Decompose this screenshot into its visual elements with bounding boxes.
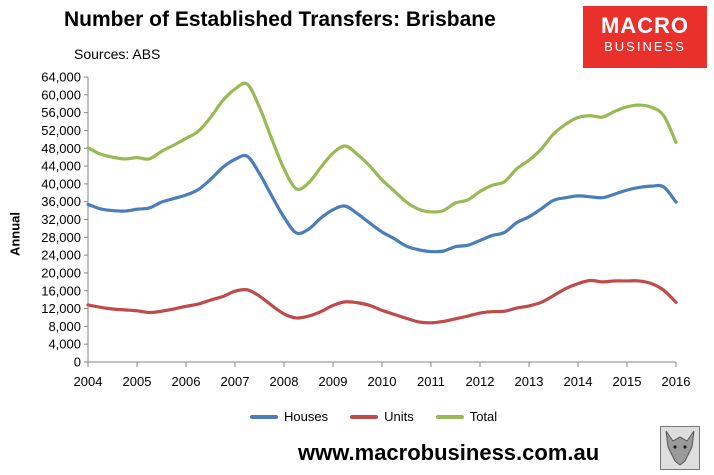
x-tick-label: 2013	[515, 374, 544, 389]
wolf-icon-graphic	[665, 430, 695, 466]
legend: Houses Units Total	[250, 409, 497, 424]
source-note: Sources: ABS	[74, 46, 161, 62]
legend-swatch-units	[350, 414, 379, 419]
series-line-units	[86, 278, 678, 325]
legend-label-total: Total	[469, 409, 498, 424]
wolf-logo-icon	[660, 426, 700, 470]
legend-swatch-total	[435, 414, 464, 419]
x-tick-label: 2004	[74, 374, 103, 389]
x-tick-label: 2009	[319, 374, 348, 389]
logo-line-2: BUSINESS	[604, 39, 686, 54]
y-tick-label: 32,000	[41, 212, 81, 227]
chart-title: Number of Established Transfers: Brisban…	[64, 8, 496, 31]
legend-item-total: Total	[435, 409, 498, 424]
y-tick-label: 36,000	[41, 194, 81, 209]
y-tick-label: 8,000	[48, 319, 81, 334]
x-tick-label: 2014	[564, 374, 593, 389]
x-tick-label: 2010	[368, 374, 397, 389]
macrobusiness-logo: MACRO BUSINESS	[583, 6, 707, 68]
series-line-total	[86, 81, 678, 214]
series-line-houses	[86, 153, 678, 254]
y-tick-label: 60,000	[41, 87, 81, 102]
y-tick-label: 64,000	[41, 70, 81, 85]
x-tick-label: 2012	[466, 374, 495, 389]
y-tick-label: 12,000	[41, 301, 81, 316]
y-tick-label: 40,000	[41, 176, 81, 191]
y-tick-label: 56,000	[41, 105, 81, 120]
website-url: www.macrobusiness.com.au	[298, 440, 600, 465]
x-tick-label: 2008	[270, 374, 299, 389]
y-tick-label: 48,000	[41, 141, 81, 156]
x-tick-label: 2016	[662, 374, 691, 389]
y-tick-label: 28,000	[41, 230, 81, 245]
y-tick-label: 24,000	[41, 248, 81, 263]
legend-item-houses: Houses	[250, 409, 328, 424]
y-tick-label: 52,000	[41, 123, 81, 138]
y-tick-label: 0	[74, 355, 81, 370]
y-tick-label: 16,000	[41, 283, 81, 298]
legend-swatch-houses	[250, 414, 278, 419]
legend-label-houses: Houses	[284, 409, 329, 424]
legend-item-units: Units	[350, 409, 414, 424]
x-tick-label: 2015	[613, 374, 642, 389]
legend-label-units: Units	[384, 409, 414, 424]
logo-line-1: MACRO	[600, 13, 690, 38]
x-tick-label: 2007	[221, 374, 250, 389]
y-tick-label: 20,000	[41, 265, 81, 280]
y-tick-label: 44,000	[41, 159, 81, 174]
x-tick-label: 2005	[123, 374, 152, 389]
y-tick-label: 4,000	[48, 337, 81, 352]
x-tick-label: 2006	[172, 374, 201, 389]
x-tick-label: 2011	[417, 374, 445, 389]
